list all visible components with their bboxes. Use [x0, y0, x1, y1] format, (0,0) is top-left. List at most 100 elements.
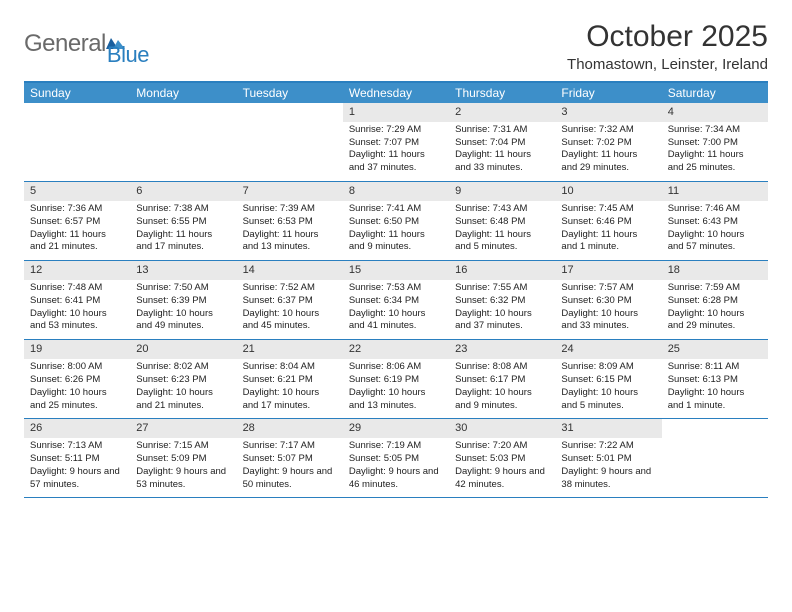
calendar-cell: 19Sunrise: 8:00 AMSunset: 6:26 PMDayligh…	[24, 340, 130, 419]
logo-text-blue: Blue	[107, 42, 149, 68]
title-block: October 2025 Thomastown, Leinster, Irela…	[567, 20, 768, 73]
day-number: 2	[449, 103, 555, 122]
day-number: 5	[24, 182, 130, 201]
calendar-cell: 4Sunrise: 7:34 AMSunset: 7:00 PMDaylight…	[662, 103, 768, 182]
calendar-cell	[662, 419, 768, 498]
calendar-row: 26Sunrise: 7:13 AMSunset: 5:11 PMDayligh…	[24, 419, 768, 498]
calendar-table: Sunday Monday Tuesday Wednesday Thursday…	[24, 81, 768, 498]
day-number: 27	[130, 419, 236, 438]
day-info: Sunrise: 7:53 AMSunset: 6:34 PMDaylight:…	[343, 280, 449, 339]
calendar-cell: 3Sunrise: 7:32 AMSunset: 7:02 PMDaylight…	[555, 103, 661, 182]
day-number: 17	[555, 261, 661, 280]
weekday-header: Monday	[130, 82, 236, 103]
weekday-header: Wednesday	[343, 82, 449, 103]
day-info: Sunrise: 7:41 AMSunset: 6:50 PMDaylight:…	[343, 201, 449, 260]
day-info: Sunrise: 7:48 AMSunset: 6:41 PMDaylight:…	[24, 280, 130, 339]
day-number: 18	[662, 261, 768, 280]
calendar-row: 1Sunrise: 7:29 AMSunset: 7:07 PMDaylight…	[24, 103, 768, 182]
calendar-cell: 16Sunrise: 7:55 AMSunset: 6:32 PMDayligh…	[449, 261, 555, 340]
calendar-cell: 31Sunrise: 7:22 AMSunset: 5:01 PMDayligh…	[555, 419, 661, 498]
day-number: 8	[343, 182, 449, 201]
calendar-cell: 28Sunrise: 7:17 AMSunset: 5:07 PMDayligh…	[237, 419, 343, 498]
calendar-cell: 25Sunrise: 8:11 AMSunset: 6:13 PMDayligh…	[662, 340, 768, 419]
day-number: 1	[343, 103, 449, 122]
logo-text-general: General	[24, 30, 106, 58]
calendar-cell: 24Sunrise: 8:09 AMSunset: 6:15 PMDayligh…	[555, 340, 661, 419]
day-number: 29	[343, 419, 449, 438]
calendar-cell: 6Sunrise: 7:38 AMSunset: 6:55 PMDaylight…	[130, 182, 236, 261]
day-info: Sunrise: 7:15 AMSunset: 5:09 PMDaylight:…	[130, 438, 236, 497]
month-title: October 2025	[567, 20, 768, 54]
day-number: 13	[130, 261, 236, 280]
day-info: Sunrise: 7:43 AMSunset: 6:48 PMDaylight:…	[449, 201, 555, 260]
calendar-cell: 21Sunrise: 8:04 AMSunset: 6:21 PMDayligh…	[237, 340, 343, 419]
day-info: Sunrise: 8:02 AMSunset: 6:23 PMDaylight:…	[130, 359, 236, 418]
calendar-row: 5Sunrise: 7:36 AMSunset: 6:57 PMDaylight…	[24, 182, 768, 261]
day-number: 30	[449, 419, 555, 438]
calendar-cell: 2Sunrise: 7:31 AMSunset: 7:04 PMDaylight…	[449, 103, 555, 182]
day-number: 25	[662, 340, 768, 359]
weekday-header: Thursday	[449, 82, 555, 103]
header: General Blue October 2025 Thomastown, Le…	[24, 20, 768, 73]
calendar-cell: 15Sunrise: 7:53 AMSunset: 6:34 PMDayligh…	[343, 261, 449, 340]
day-info: Sunrise: 8:09 AMSunset: 6:15 PMDaylight:…	[555, 359, 661, 418]
day-info: Sunrise: 7:32 AMSunset: 7:02 PMDaylight:…	[555, 122, 661, 181]
calendar-cell: 27Sunrise: 7:15 AMSunset: 5:09 PMDayligh…	[130, 419, 236, 498]
calendar-cell: 12Sunrise: 7:48 AMSunset: 6:41 PMDayligh…	[24, 261, 130, 340]
day-number: 3	[555, 103, 661, 122]
calendar-cell: 14Sunrise: 7:52 AMSunset: 6:37 PMDayligh…	[237, 261, 343, 340]
day-info: Sunrise: 7:34 AMSunset: 7:00 PMDaylight:…	[662, 122, 768, 181]
day-info: Sunrise: 8:11 AMSunset: 6:13 PMDaylight:…	[662, 359, 768, 418]
day-info: Sunrise: 7:52 AMSunset: 6:37 PMDaylight:…	[237, 280, 343, 339]
day-info: Sunrise: 7:17 AMSunset: 5:07 PMDaylight:…	[237, 438, 343, 497]
day-info: Sunrise: 7:45 AMSunset: 6:46 PMDaylight:…	[555, 201, 661, 260]
day-info: Sunrise: 7:22 AMSunset: 5:01 PMDaylight:…	[555, 438, 661, 497]
day-number: 22	[343, 340, 449, 359]
weekday-header: Sunday	[24, 82, 130, 103]
calendar-cell: 26Sunrise: 7:13 AMSunset: 5:11 PMDayligh…	[24, 419, 130, 498]
day-number: 31	[555, 419, 661, 438]
day-number: 7	[237, 182, 343, 201]
calendar-row: 12Sunrise: 7:48 AMSunset: 6:41 PMDayligh…	[24, 261, 768, 340]
day-info: Sunrise: 7:31 AMSunset: 7:04 PMDaylight:…	[449, 122, 555, 181]
day-info: Sunrise: 7:13 AMSunset: 5:11 PMDaylight:…	[24, 438, 130, 497]
calendar-cell: 13Sunrise: 7:50 AMSunset: 6:39 PMDayligh…	[130, 261, 236, 340]
calendar-cell: 18Sunrise: 7:59 AMSunset: 6:28 PMDayligh…	[662, 261, 768, 340]
day-number: 10	[555, 182, 661, 201]
day-number: 11	[662, 182, 768, 201]
day-number: 4	[662, 103, 768, 122]
calendar-cell	[130, 103, 236, 182]
weekday-header: Friday	[555, 82, 661, 103]
calendar-cell	[24, 103, 130, 182]
day-number: 9	[449, 182, 555, 201]
day-info: Sunrise: 7:50 AMSunset: 6:39 PMDaylight:…	[130, 280, 236, 339]
day-number: 28	[237, 419, 343, 438]
day-number: 16	[449, 261, 555, 280]
calendar-cell: 23Sunrise: 8:08 AMSunset: 6:17 PMDayligh…	[449, 340, 555, 419]
day-number: 21	[237, 340, 343, 359]
day-number: 26	[24, 419, 130, 438]
day-info: Sunrise: 7:38 AMSunset: 6:55 PMDaylight:…	[130, 201, 236, 260]
calendar-cell: 22Sunrise: 8:06 AMSunset: 6:19 PMDayligh…	[343, 340, 449, 419]
day-info: Sunrise: 7:39 AMSunset: 6:53 PMDaylight:…	[237, 201, 343, 260]
logo: General Blue	[24, 20, 149, 68]
day-info: Sunrise: 7:57 AMSunset: 6:30 PMDaylight:…	[555, 280, 661, 339]
day-number: 20	[130, 340, 236, 359]
calendar-row: 19Sunrise: 8:00 AMSunset: 6:26 PMDayligh…	[24, 340, 768, 419]
day-info: Sunrise: 7:19 AMSunset: 5:05 PMDaylight:…	[343, 438, 449, 497]
day-info: Sunrise: 8:04 AMSunset: 6:21 PMDaylight:…	[237, 359, 343, 418]
day-number: 6	[130, 182, 236, 201]
weekday-header: Tuesday	[237, 82, 343, 103]
day-number: 23	[449, 340, 555, 359]
day-info: Sunrise: 7:46 AMSunset: 6:43 PMDaylight:…	[662, 201, 768, 260]
calendar-cell: 20Sunrise: 8:02 AMSunset: 6:23 PMDayligh…	[130, 340, 236, 419]
calendar-cell: 1Sunrise: 7:29 AMSunset: 7:07 PMDaylight…	[343, 103, 449, 182]
day-number: 12	[24, 261, 130, 280]
calendar-cell: 5Sunrise: 7:36 AMSunset: 6:57 PMDaylight…	[24, 182, 130, 261]
calendar-cell	[237, 103, 343, 182]
day-info: Sunrise: 7:36 AMSunset: 6:57 PMDaylight:…	[24, 201, 130, 260]
calendar-cell: 9Sunrise: 7:43 AMSunset: 6:48 PMDaylight…	[449, 182, 555, 261]
day-info: Sunrise: 7:59 AMSunset: 6:28 PMDaylight:…	[662, 280, 768, 339]
day-number: 14	[237, 261, 343, 280]
day-info: Sunrise: 8:00 AMSunset: 6:26 PMDaylight:…	[24, 359, 130, 418]
